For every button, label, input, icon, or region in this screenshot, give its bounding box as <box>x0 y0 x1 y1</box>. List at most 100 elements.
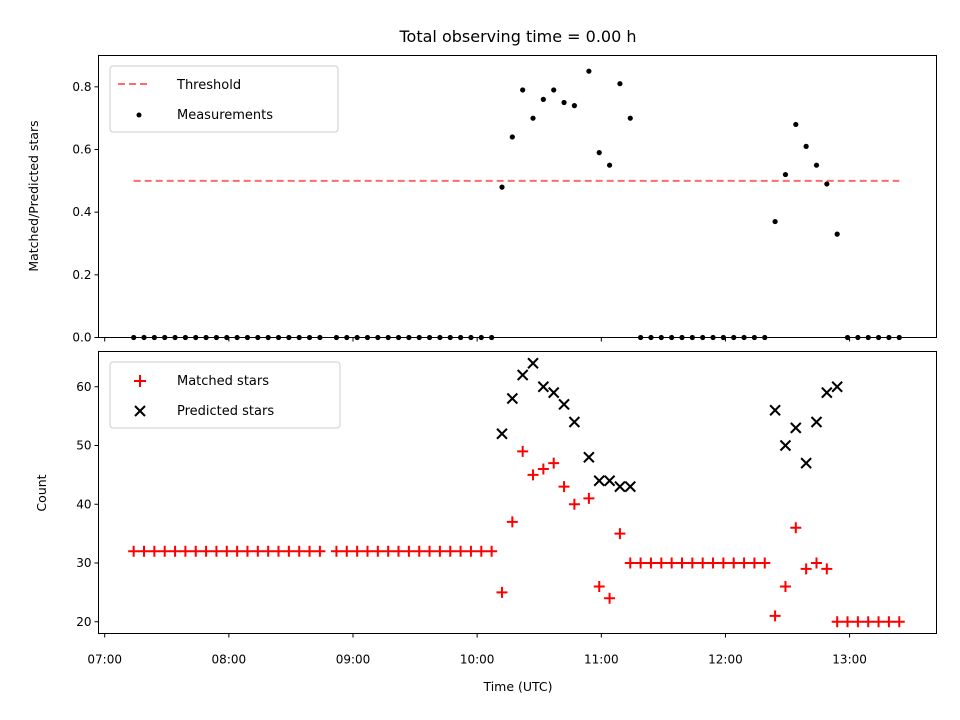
threshold-legend-label: Threshold <box>176 78 241 93</box>
matched-star-point <box>635 557 647 569</box>
bottom-y-tick-label: 60 <box>76 380 91 394</box>
predicted-star-point <box>779 439 792 452</box>
matched-star-point <box>686 557 698 569</box>
predicted-star-point <box>800 457 812 469</box>
matched-star-point <box>434 545 446 557</box>
predicted-legend-swatch <box>134 405 146 417</box>
measurement-point <box>596 150 602 156</box>
x-tick-label: 09:00 <box>336 653 371 667</box>
measurement-point <box>834 231 840 237</box>
matched-star-point <box>527 469 539 481</box>
top-plot-area <box>131 68 902 341</box>
x-tick-label: 11:00 <box>584 653 619 667</box>
matched-star-point <box>800 563 812 575</box>
matched-star-point <box>210 545 222 557</box>
measurement-point <box>782 171 789 178</box>
matched-star-point <box>221 545 233 557</box>
top-axes-frame <box>98 55 937 338</box>
bottom-y-tick-label: 20 <box>76 615 91 629</box>
matched-star-point <box>444 545 456 557</box>
matched-star-point <box>393 545 405 557</box>
matched-star-point <box>506 516 518 528</box>
measurement-point <box>772 218 778 225</box>
matched-star-point <box>893 616 905 628</box>
matched-star-point <box>330 545 342 557</box>
top-y-tick-label: 0.0 <box>72 331 91 345</box>
matched-star-point <box>707 557 719 569</box>
bottom-axes: Count Time (UTC) Matched stars Predicted… <box>34 351 937 694</box>
measurement-point <box>571 103 578 109</box>
bottom-legend-box <box>109 361 341 429</box>
matched-star-point <box>738 557 750 569</box>
top-axes: Total observing time = 0.00 h Matched/Pr… <box>26 27 937 345</box>
matched-star-point <box>790 522 802 534</box>
matched-star-point <box>779 581 791 592</box>
predicted-star-point <box>603 475 616 487</box>
predicted-star-point <box>558 398 570 411</box>
predicted-star-point <box>790 422 802 434</box>
measurement-point <box>793 121 799 128</box>
matched-star-point <box>614 528 626 540</box>
matched-star-point <box>593 581 605 592</box>
matched-star-point <box>728 557 740 569</box>
top-legend-box <box>109 65 339 133</box>
matched-star-point <box>852 616 864 628</box>
matched-star-point <box>769 610 781 622</box>
matched-star-point <box>496 586 508 598</box>
x-tick-label: 13:00 <box>832 653 867 667</box>
matched-star-point <box>200 545 212 557</box>
measurement-point <box>540 96 546 102</box>
predicted-star-point <box>568 416 581 428</box>
x-tick-label: 08:00 <box>212 653 247 667</box>
matched-star-point <box>304 545 316 557</box>
matched-star-point <box>548 457 560 469</box>
bottom-axes-frame <box>98 351 937 634</box>
predicted-star-point <box>614 480 626 493</box>
x-tick-label: 12:00 <box>708 653 743 667</box>
matched-star-point <box>231 545 243 557</box>
matched-star-point <box>273 545 285 557</box>
measurement-point <box>561 99 567 106</box>
measurement-point <box>551 87 557 93</box>
matched-star-point <box>624 557 636 569</box>
matched-star-point <box>424 545 436 557</box>
matched-star-point <box>821 563 833 575</box>
matched-star-point <box>475 545 487 557</box>
measurement-point <box>824 181 830 187</box>
top-y-tick-label: 0.4 <box>72 205 91 219</box>
matched-star-point <box>676 557 688 569</box>
predicted-star-point <box>593 475 605 487</box>
measurement-point <box>803 143 809 149</box>
matched-star-point <box>138 545 150 557</box>
matched-star-point <box>717 557 729 569</box>
matched-star-point <box>862 616 874 628</box>
predicted-star-point <box>527 357 539 369</box>
predicted-star-point <box>624 480 636 493</box>
matched-star-point <box>128 545 140 557</box>
matched-star-point <box>831 616 843 628</box>
matched-star-point <box>361 545 373 557</box>
matched-star-point <box>262 545 274 557</box>
measurement-point <box>627 115 633 121</box>
matched-star-point <box>697 557 709 569</box>
measurement-point <box>530 115 536 121</box>
matched-star-point <box>810 557 822 569</box>
top-y-tick-label: 0.8 <box>72 80 91 94</box>
matched-star-point <box>169 545 181 557</box>
matched-star-point <box>842 616 854 628</box>
matched-star-point <box>645 557 657 569</box>
matched-star-point <box>748 557 760 569</box>
matched-star-point <box>159 545 171 557</box>
measurement-point <box>509 134 515 140</box>
matched-star-point <box>455 545 467 557</box>
matched-star-point <box>568 498 580 510</box>
measurement-point <box>586 68 592 74</box>
measurement-point <box>617 81 623 87</box>
matched-star-point <box>283 545 295 557</box>
measurement-point <box>520 87 526 93</box>
matched-star-point <box>604 592 616 604</box>
measurements-legend-label: Measurements <box>177 108 273 123</box>
top-y-tick-label: 0.6 <box>72 143 91 157</box>
matched-star-point <box>241 545 253 557</box>
